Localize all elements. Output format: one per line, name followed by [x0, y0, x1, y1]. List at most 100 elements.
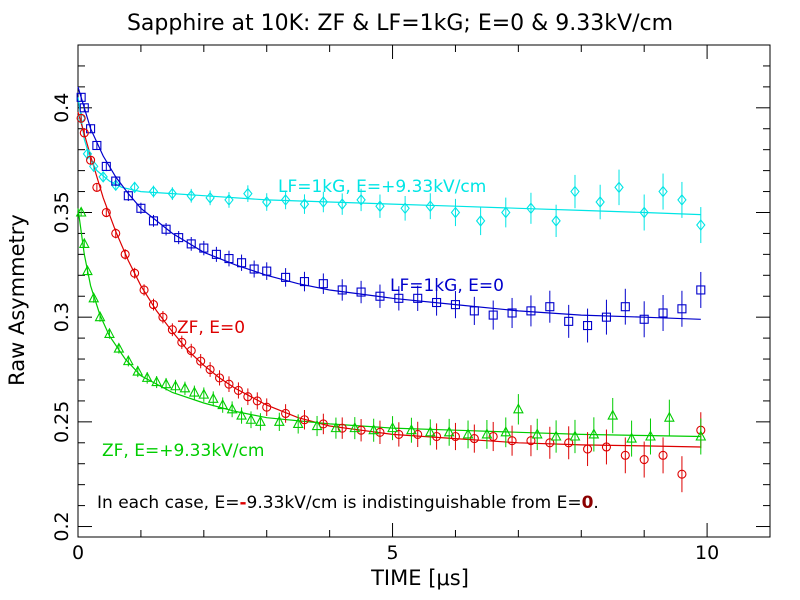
data-point-circle	[79, 128, 89, 138]
data-point-diamond	[400, 202, 410, 215]
data-point-diamond	[375, 200, 385, 213]
data-point-square	[413, 293, 423, 303]
data-point-circle	[167, 325, 177, 335]
data-point-circle	[224, 379, 234, 389]
data-point-diamond	[224, 194, 234, 206]
y-tick-label: 0.2	[51, 511, 73, 541]
data-point-circle	[469, 434, 479, 444]
data-point-square	[526, 306, 536, 316]
data-point-diamond	[186, 189, 196, 202]
data-point-circle	[101, 207, 111, 218]
data-point-circle	[432, 431, 442, 442]
data-point-square	[281, 272, 291, 282]
data-point-triangle	[75, 206, 87, 217]
data-point-diamond	[677, 194, 687, 206]
data-point-triangle	[550, 430, 562, 441]
data-point-circle	[356, 425, 366, 435]
data-point-diamond	[111, 179, 121, 192]
data-point-diamond	[167, 187, 178, 200]
x-axis-label: TIME [μs]	[370, 566, 469, 590]
data-point-diamond	[243, 187, 253, 200]
data-point-triangle	[170, 380, 181, 391]
data-point-triangle	[151, 375, 163, 387]
data-point-triangle	[569, 430, 581, 441]
data-point-triangle	[368, 424, 380, 435]
data-point-circle	[488, 431, 498, 442]
data-point-square	[601, 312, 611, 322]
data-point-triangle	[88, 292, 100, 303]
data-point-triangle	[226, 403, 238, 414]
data-point-diamond	[129, 181, 140, 194]
data-point-diamond	[696, 219, 706, 231]
data-point-triangle	[160, 377, 172, 389]
data-point-square	[224, 253, 234, 264]
data-point-triangle	[531, 428, 543, 439]
data-point-triangle	[349, 421, 361, 433]
data-point-circle	[120, 249, 130, 259]
data-point-square	[545, 302, 555, 312]
data-point-square	[564, 316, 574, 326]
data-point-circle	[318, 419, 328, 429]
data-point-circle	[262, 402, 272, 412]
data-point-circle	[186, 346, 196, 356]
data-point-triangle	[113, 342, 125, 353]
data-point-diamond	[205, 191, 215, 204]
data-point-diamond	[262, 196, 272, 208]
data-point-circle	[545, 438, 555, 448]
data-point-triangle	[94, 310, 106, 322]
data-point-circle	[214, 373, 225, 383]
data-point-triangle	[311, 419, 323, 431]
data-point-square	[583, 320, 593, 331]
data-point-circle	[252, 396, 262, 406]
data-point-triangle	[245, 413, 257, 424]
data-point-circle	[564, 438, 574, 448]
data-point-triangle	[663, 411, 675, 422]
y-tick-label: 0.35	[51, 191, 73, 233]
data-point-circle	[139, 285, 149, 295]
data-point-circle	[177, 337, 187, 347]
data-point-circle	[299, 415, 310, 425]
data-point-diamond	[658, 185, 668, 198]
data-point-triangle	[255, 415, 266, 426]
note-part-3: .	[593, 493, 598, 513]
data-point-circle	[413, 429, 423, 439]
note-zero: 0	[582, 493, 594, 513]
data-point-diamond	[337, 198, 347, 210]
data-point-triangle	[207, 392, 219, 403]
fit-line-triangle	[77, 208, 701, 438]
data-point-square	[432, 297, 442, 308]
data-point-square	[696, 285, 706, 295]
fit-line-diamond	[77, 97, 701, 216]
data-point-circle	[281, 408, 291, 419]
data-point-diamond	[76, 112, 86, 125]
data-point-triangle	[236, 409, 247, 420]
data-point-diamond	[551, 214, 561, 227]
data-point-diamond	[148, 185, 159, 198]
data-point-square	[211, 249, 221, 259]
data-point-square	[507, 308, 517, 318]
data-point-triangle	[141, 371, 153, 382]
data-point-diamond	[98, 171, 108, 183]
data-point-triangle	[443, 426, 455, 437]
data-point-triangle	[188, 386, 200, 397]
data-point-square	[123, 191, 133, 201]
data-point-circle	[583, 444, 593, 454]
x-tick-label: 0	[72, 542, 84, 564]
data-point-circle	[233, 385, 243, 395]
data-point-circle	[205, 364, 215, 375]
data-point-square	[249, 264, 259, 274]
data-point-triangle	[695, 430, 707, 441]
data-point-diamond	[450, 206, 461, 219]
data-point-square	[337, 285, 347, 295]
note-minus-sign: -	[239, 493, 246, 513]
y-axis-label: Raw Asymmetry	[5, 214, 29, 386]
data-point-square	[148, 216, 159, 226]
note-text: In each case, E=-9.33kV/cm is indistingu…	[97, 493, 599, 513]
data-point-circle	[130, 268, 140, 278]
data-point-square	[658, 308, 668, 318]
data-point-circle	[111, 228, 121, 238]
data-point-square	[375, 291, 385, 301]
data-point-diamond	[570, 185, 580, 198]
data-point-triangle	[82, 264, 93, 276]
